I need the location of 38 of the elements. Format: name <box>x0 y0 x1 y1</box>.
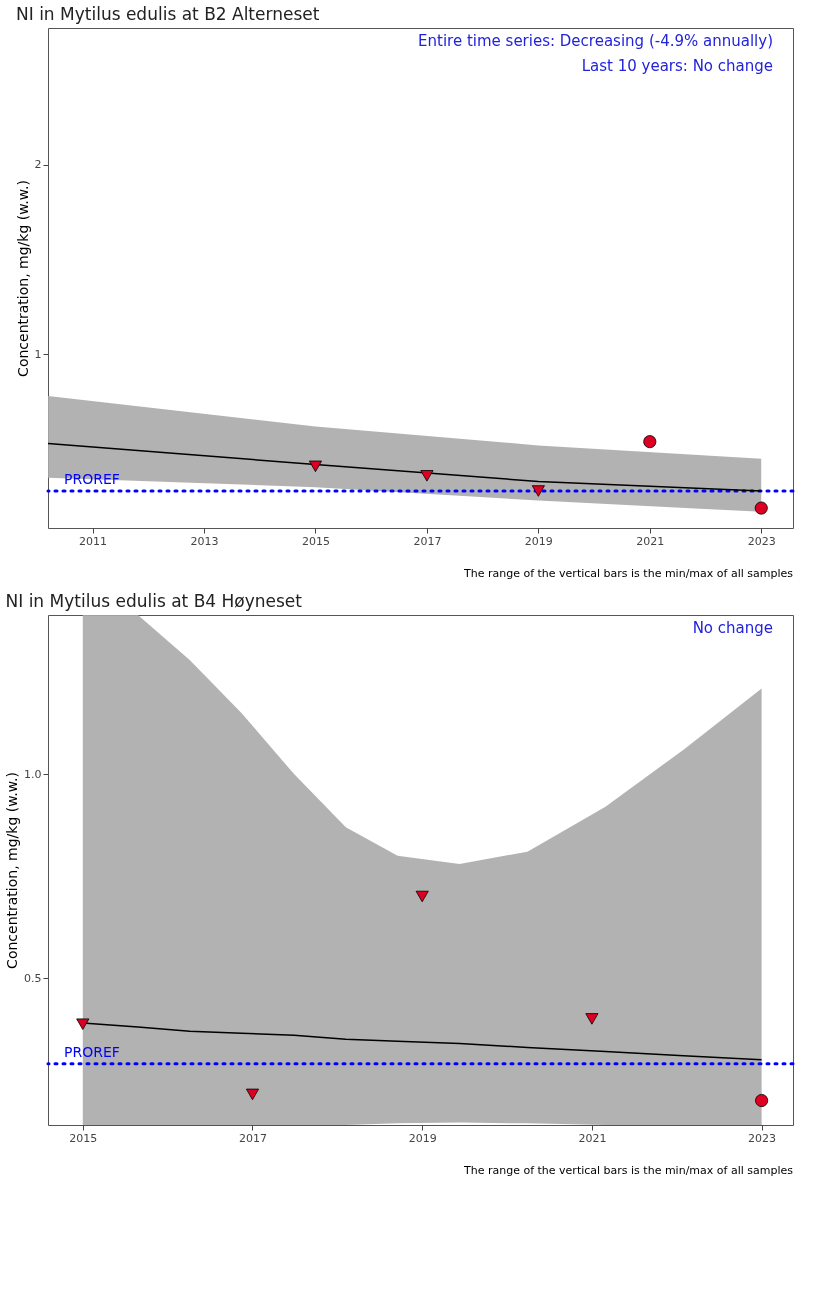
x-tick-label: 2015 <box>69 1131 98 1145</box>
point <box>76 1018 90 1030</box>
y-tick-label: 1.0 <box>24 767 42 781</box>
point <box>585 1013 599 1025</box>
point <box>755 1094 769 1108</box>
x-tick-label: 2019 <box>408 1131 437 1145</box>
point <box>245 1088 260 1101</box>
x-tick-label: 2013 <box>190 534 219 548</box>
text: The range of the vertical bars is the min/max of all samples <box>463 1164 794 1177</box>
point <box>754 501 768 515</box>
point <box>415 890 429 903</box>
y-axis-title: Concentration, mg/kg (w.w.) <box>4 772 21 969</box>
annotation: No change <box>692 619 773 637</box>
ref-line-label: PROREF <box>64 1043 120 1060</box>
x-tick-label: 2017 <box>413 534 442 548</box>
point <box>531 485 545 497</box>
y-tick-label: 0.5 <box>24 971 42 985</box>
text: The range of the vertical bars is the min/max of all samples <box>463 567 794 580</box>
annotation: Last 10 years: No change <box>581 57 773 75</box>
chart-title: NI in Mytilus edulis at B4 Høyneset <box>5 591 303 611</box>
ref-line-label: PROREF <box>64 471 120 487</box>
x-tick-label: 2015 <box>301 534 330 548</box>
x-tick-label: 2021 <box>578 1131 607 1145</box>
point <box>420 470 434 482</box>
x-tick-label: 2021 <box>636 534 665 548</box>
annotation: Entire time series: Decreasing (-4.9% annually) <box>418 32 773 50</box>
y-tick-label: 1 <box>34 347 42 361</box>
x-tick-label: 2023 <box>747 534 776 548</box>
y-tick-label: 2 <box>34 158 42 172</box>
line-series <box>48 442 762 492</box>
chart-title: NI in Mytilus edulis at B2 Alterneset <box>16 4 320 24</box>
point <box>308 460 322 473</box>
x-tick-label: 2023 <box>748 1131 777 1145</box>
x-tick-label: 2017 <box>238 1131 267 1145</box>
point <box>643 435 657 449</box>
x-tick-label: 2019 <box>524 534 553 548</box>
y-axis-title: Concentration, mg/kg (w.w.) <box>14 180 31 377</box>
x-tick-label: 2011 <box>79 534 108 548</box>
